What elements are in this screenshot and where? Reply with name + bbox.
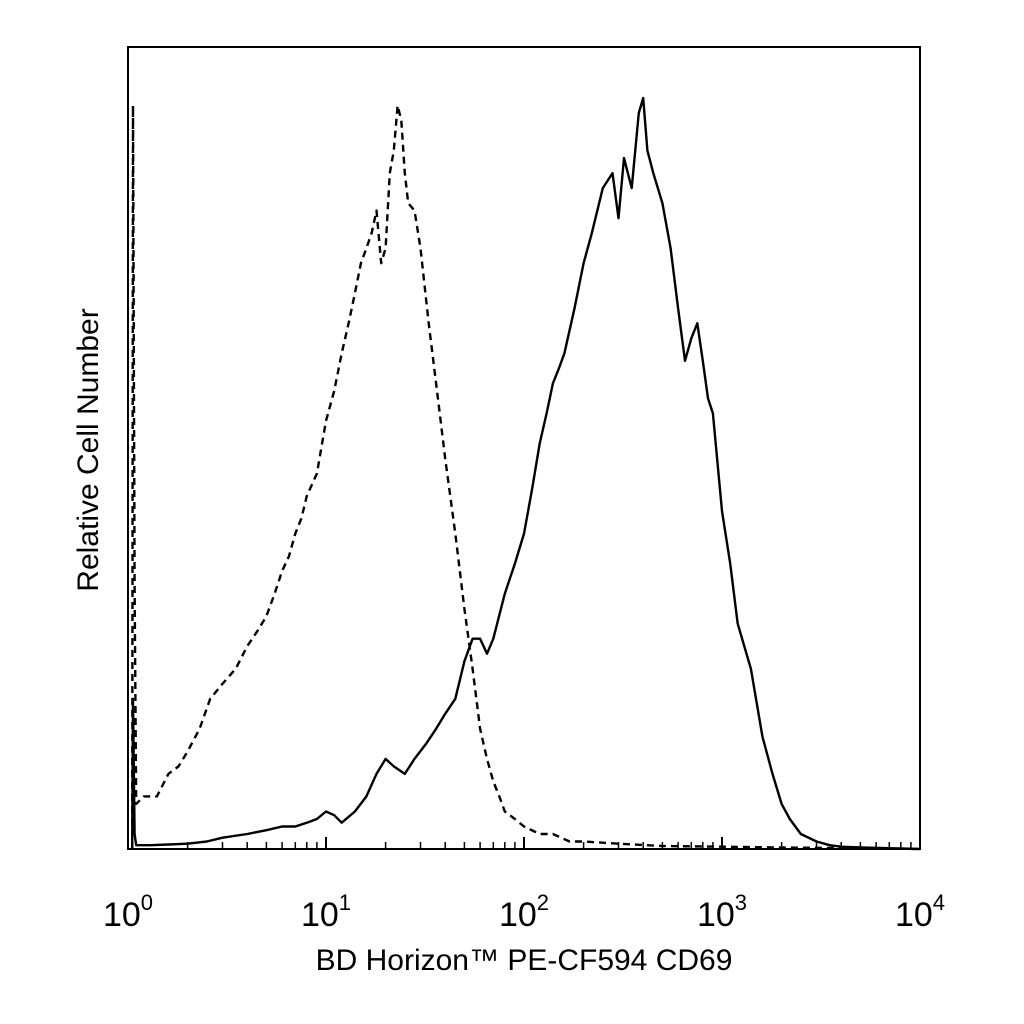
x-axis-label: BD Horizon™ PE-CF594 CD69	[316, 944, 733, 977]
series-line-dashed	[131, 104, 921, 851]
series-layer	[131, 96, 921, 851]
x-tick-label-exponent: 1	[339, 890, 351, 915]
y-axis-label: Relative Cell Number	[72, 308, 105, 591]
x-tick-label: 100	[103, 890, 153, 934]
x-tick-label-base: 10	[499, 896, 537, 934]
tick-label-layer: 100 101 102 103 104	[103, 890, 945, 934]
x-tick-label-base: 10	[103, 896, 141, 934]
x-tick-label: 102	[499, 890, 549, 934]
series-line-solid	[131, 96, 921, 851]
x-tick-label-exponent: 2	[537, 890, 549, 915]
x-tick-label-base: 10	[301, 896, 339, 934]
tick-layer	[127, 837, 921, 849]
x-tick-label: 103	[697, 890, 747, 934]
x-tick-label: 101	[301, 890, 351, 934]
x-tick-label-exponent: 3	[735, 890, 747, 915]
x-tick-label-exponent: 0	[141, 890, 153, 915]
x-tick-label-base: 10	[895, 896, 933, 934]
x-tick-label-exponent: 4	[933, 890, 945, 915]
x-tick-label-base: 10	[697, 896, 735, 934]
x-tick-label: 104	[895, 890, 945, 934]
